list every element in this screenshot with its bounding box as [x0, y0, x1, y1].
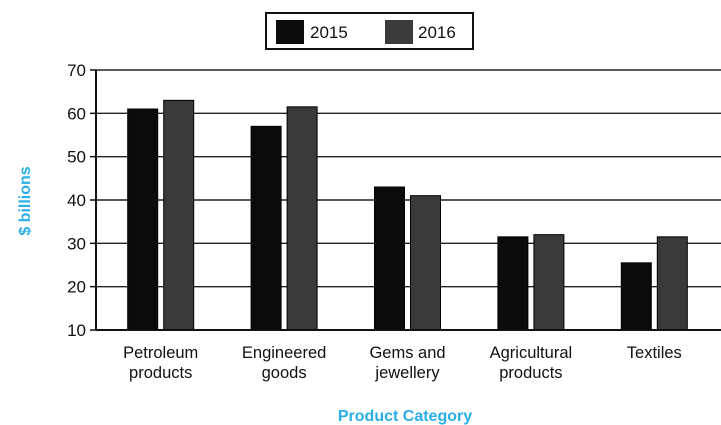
gridlines: [96, 69, 721, 288]
legend-swatch-2016: [385, 20, 413, 44]
y-tick-label: 10: [67, 321, 86, 340]
bar-2016-2: [410, 195, 441, 331]
y-axis-title: $ billions: [17, 166, 34, 235]
bar-2015-3: [497, 236, 529, 331]
y-tick-label: 40: [67, 191, 86, 210]
y-tick-label: 70: [67, 61, 86, 80]
bar-2015-1: [250, 125, 282, 331]
bar-2016-0: [163, 99, 195, 331]
bar-2015-2: [374, 186, 405, 331]
x-category-label: Engineered goods: [242, 344, 326, 382]
y-tick-label: 30: [67, 234, 86, 253]
x-axis-title: Product Category: [338, 408, 472, 425]
x-category-label: Agricultural products: [490, 344, 573, 382]
legend-swatch-2015: [276, 20, 304, 44]
y-axis-ticks: 10 20 30 40 50 60 70: [67, 61, 96, 340]
x-axis-categories: Petroleum products Engineered goods Gems and…: [123, 344, 682, 382]
y-tick-label: 60: [67, 104, 86, 123]
bar-2016-3: [533, 234, 565, 331]
bar-2015-0: [127, 108, 159, 331]
legend: 2015 2016: [265, 12, 474, 50]
bar-2015-4: [620, 262, 652, 331]
y-tick-label: 20: [67, 278, 86, 297]
x-category-label: Petroleum products: [123, 344, 198, 382]
x-category-label: Textiles: [627, 344, 682, 362]
bars: [127, 99, 688, 331]
x-category-label: Gems and jewellery: [369, 344, 445, 382]
legend-label-2015: 2015: [310, 23, 348, 42]
y-tick-label: 50: [67, 148, 86, 167]
bar-2016-1: [286, 106, 318, 331]
legend-label-2016: 2016: [418, 23, 456, 42]
bar-2016-4: [656, 236, 688, 331]
